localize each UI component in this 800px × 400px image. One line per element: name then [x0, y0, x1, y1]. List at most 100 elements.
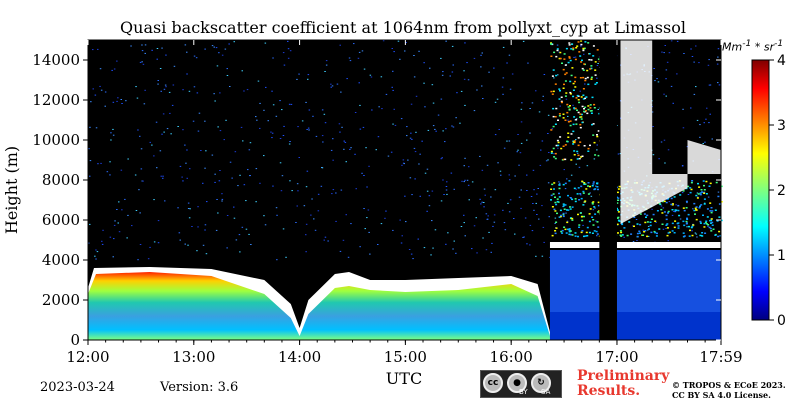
noise-dot — [363, 175, 365, 176]
noise-dot — [401, 235, 403, 237]
noise-dot — [188, 217, 191, 219]
noise-dot — [113, 238, 115, 240]
noise-dot — [686, 202, 688, 204]
cirrus-dot — [569, 59, 572, 62]
cloud-layer-dot — [571, 219, 574, 221]
noise-dot — [305, 223, 308, 225]
noise-dot — [576, 152, 579, 154]
cirrus-dot — [586, 76, 589, 79]
cirrus-dot — [555, 107, 558, 110]
noise-dot — [467, 184, 470, 186]
noise-dot — [120, 169, 123, 171]
cirrus-dot — [559, 136, 562, 138]
cirrus-dot — [564, 158, 567, 161]
noise-dot — [574, 56, 577, 58]
noise-dot — [339, 250, 342, 252]
noise-dot — [412, 258, 414, 260]
noise-dot — [464, 104, 466, 106]
cirrus-dot — [555, 74, 558, 77]
cloud-layer-dot — [619, 234, 622, 236]
noise-dot — [430, 254, 432, 256]
cloud-layer-dot — [717, 235, 720, 238]
cirrus-dot — [552, 115, 555, 118]
cirrus-dot — [581, 105, 584, 108]
noise-dot — [106, 171, 109, 173]
cirrus-dot — [576, 109, 578, 111]
noise-dot — [359, 128, 362, 130]
cirrus-dot — [567, 121, 570, 123]
cirrus-dot — [593, 107, 596, 109]
noise-dot — [235, 239, 238, 241]
noise-dot — [537, 188, 539, 189]
noise-dot — [509, 199, 512, 201]
noise-speckle — [88, 40, 721, 261]
noise-dot — [211, 154, 214, 156]
cloud-layer-dot — [564, 228, 567, 231]
cloud-layer-dot — [718, 203, 721, 205]
cloud-layer-dot — [683, 209, 686, 212]
noise-dot — [566, 178, 568, 180]
noise-dot — [271, 132, 274, 134]
cirrus-dot — [584, 77, 587, 80]
cirrus-dot — [573, 140, 576, 142]
noise-dot — [282, 52, 285, 54]
cloud-layer-dot — [683, 224, 686, 227]
noise-dot — [214, 181, 216, 183]
noise-dot — [387, 155, 390, 157]
noise-dot — [191, 226, 193, 227]
cirrus-dot — [552, 90, 555, 93]
noise-dot — [540, 149, 542, 151]
cloud-layer-dot — [665, 218, 668, 221]
cloud-layer-dot — [630, 233, 633, 235]
noise-dot — [668, 52, 671, 54]
noise-dot — [564, 188, 567, 190]
cirrus-dot — [564, 80, 567, 82]
cirrus-dot — [596, 49, 599, 51]
cirrus-dot — [584, 106, 587, 109]
cloud-layer-dot — [703, 189, 706, 191]
noise-dot — [305, 101, 307, 103]
noise-dot — [306, 170, 309, 172]
noise-dot — [392, 70, 394, 72]
noise-dot — [672, 102, 674, 104]
noise-dot — [445, 186, 448, 187]
cloud-layer-dot — [569, 230, 572, 232]
noise-dot — [503, 222, 506, 224]
noise-dot — [317, 193, 320, 195]
noise-dot — [137, 129, 139, 131]
noise-dot — [368, 165, 370, 167]
noise-dot — [405, 221, 407, 223]
cirrus-dot — [587, 105, 590, 107]
noise-dot — [215, 229, 218, 231]
noise-dot — [361, 172, 363, 174]
noise-dot — [341, 126, 343, 128]
noise-dot — [126, 237, 128, 239]
noise-dot — [493, 67, 495, 69]
cirrus-dot — [589, 68, 592, 70]
noise-dot — [305, 186, 308, 188]
cc-license-badge[interactable]: cc ● ↻ BY SA — [480, 370, 562, 398]
cloud-layer-dot — [554, 201, 557, 204]
y-tick-label: 6000 — [42, 211, 80, 229]
noise-dot — [451, 125, 453, 127]
noise-dot — [369, 74, 372, 76]
noise-dot — [463, 214, 465, 216]
noise-dot — [526, 190, 528, 191]
noise-dot — [494, 101, 497, 103]
noise-dot — [687, 194, 690, 195]
cloud-layer-dot — [562, 203, 565, 205]
cloud-layer-dot — [710, 207, 713, 209]
noise-dot — [241, 226, 244, 228]
cirrus-dot — [568, 42, 571, 44]
noise-dot — [683, 53, 685, 54]
cirrus-dot — [558, 113, 561, 115]
noise-dot — [437, 114, 440, 116]
noise-dot — [216, 65, 219, 67]
noise-dot — [303, 205, 306, 207]
noise-dot — [695, 233, 698, 235]
noise-dot — [168, 91, 171, 93]
noise-dot — [120, 99, 122, 100]
cloud-layer-dot — [703, 226, 706, 228]
noise-dot — [508, 140, 511, 142]
noise-dot — [524, 217, 527, 219]
